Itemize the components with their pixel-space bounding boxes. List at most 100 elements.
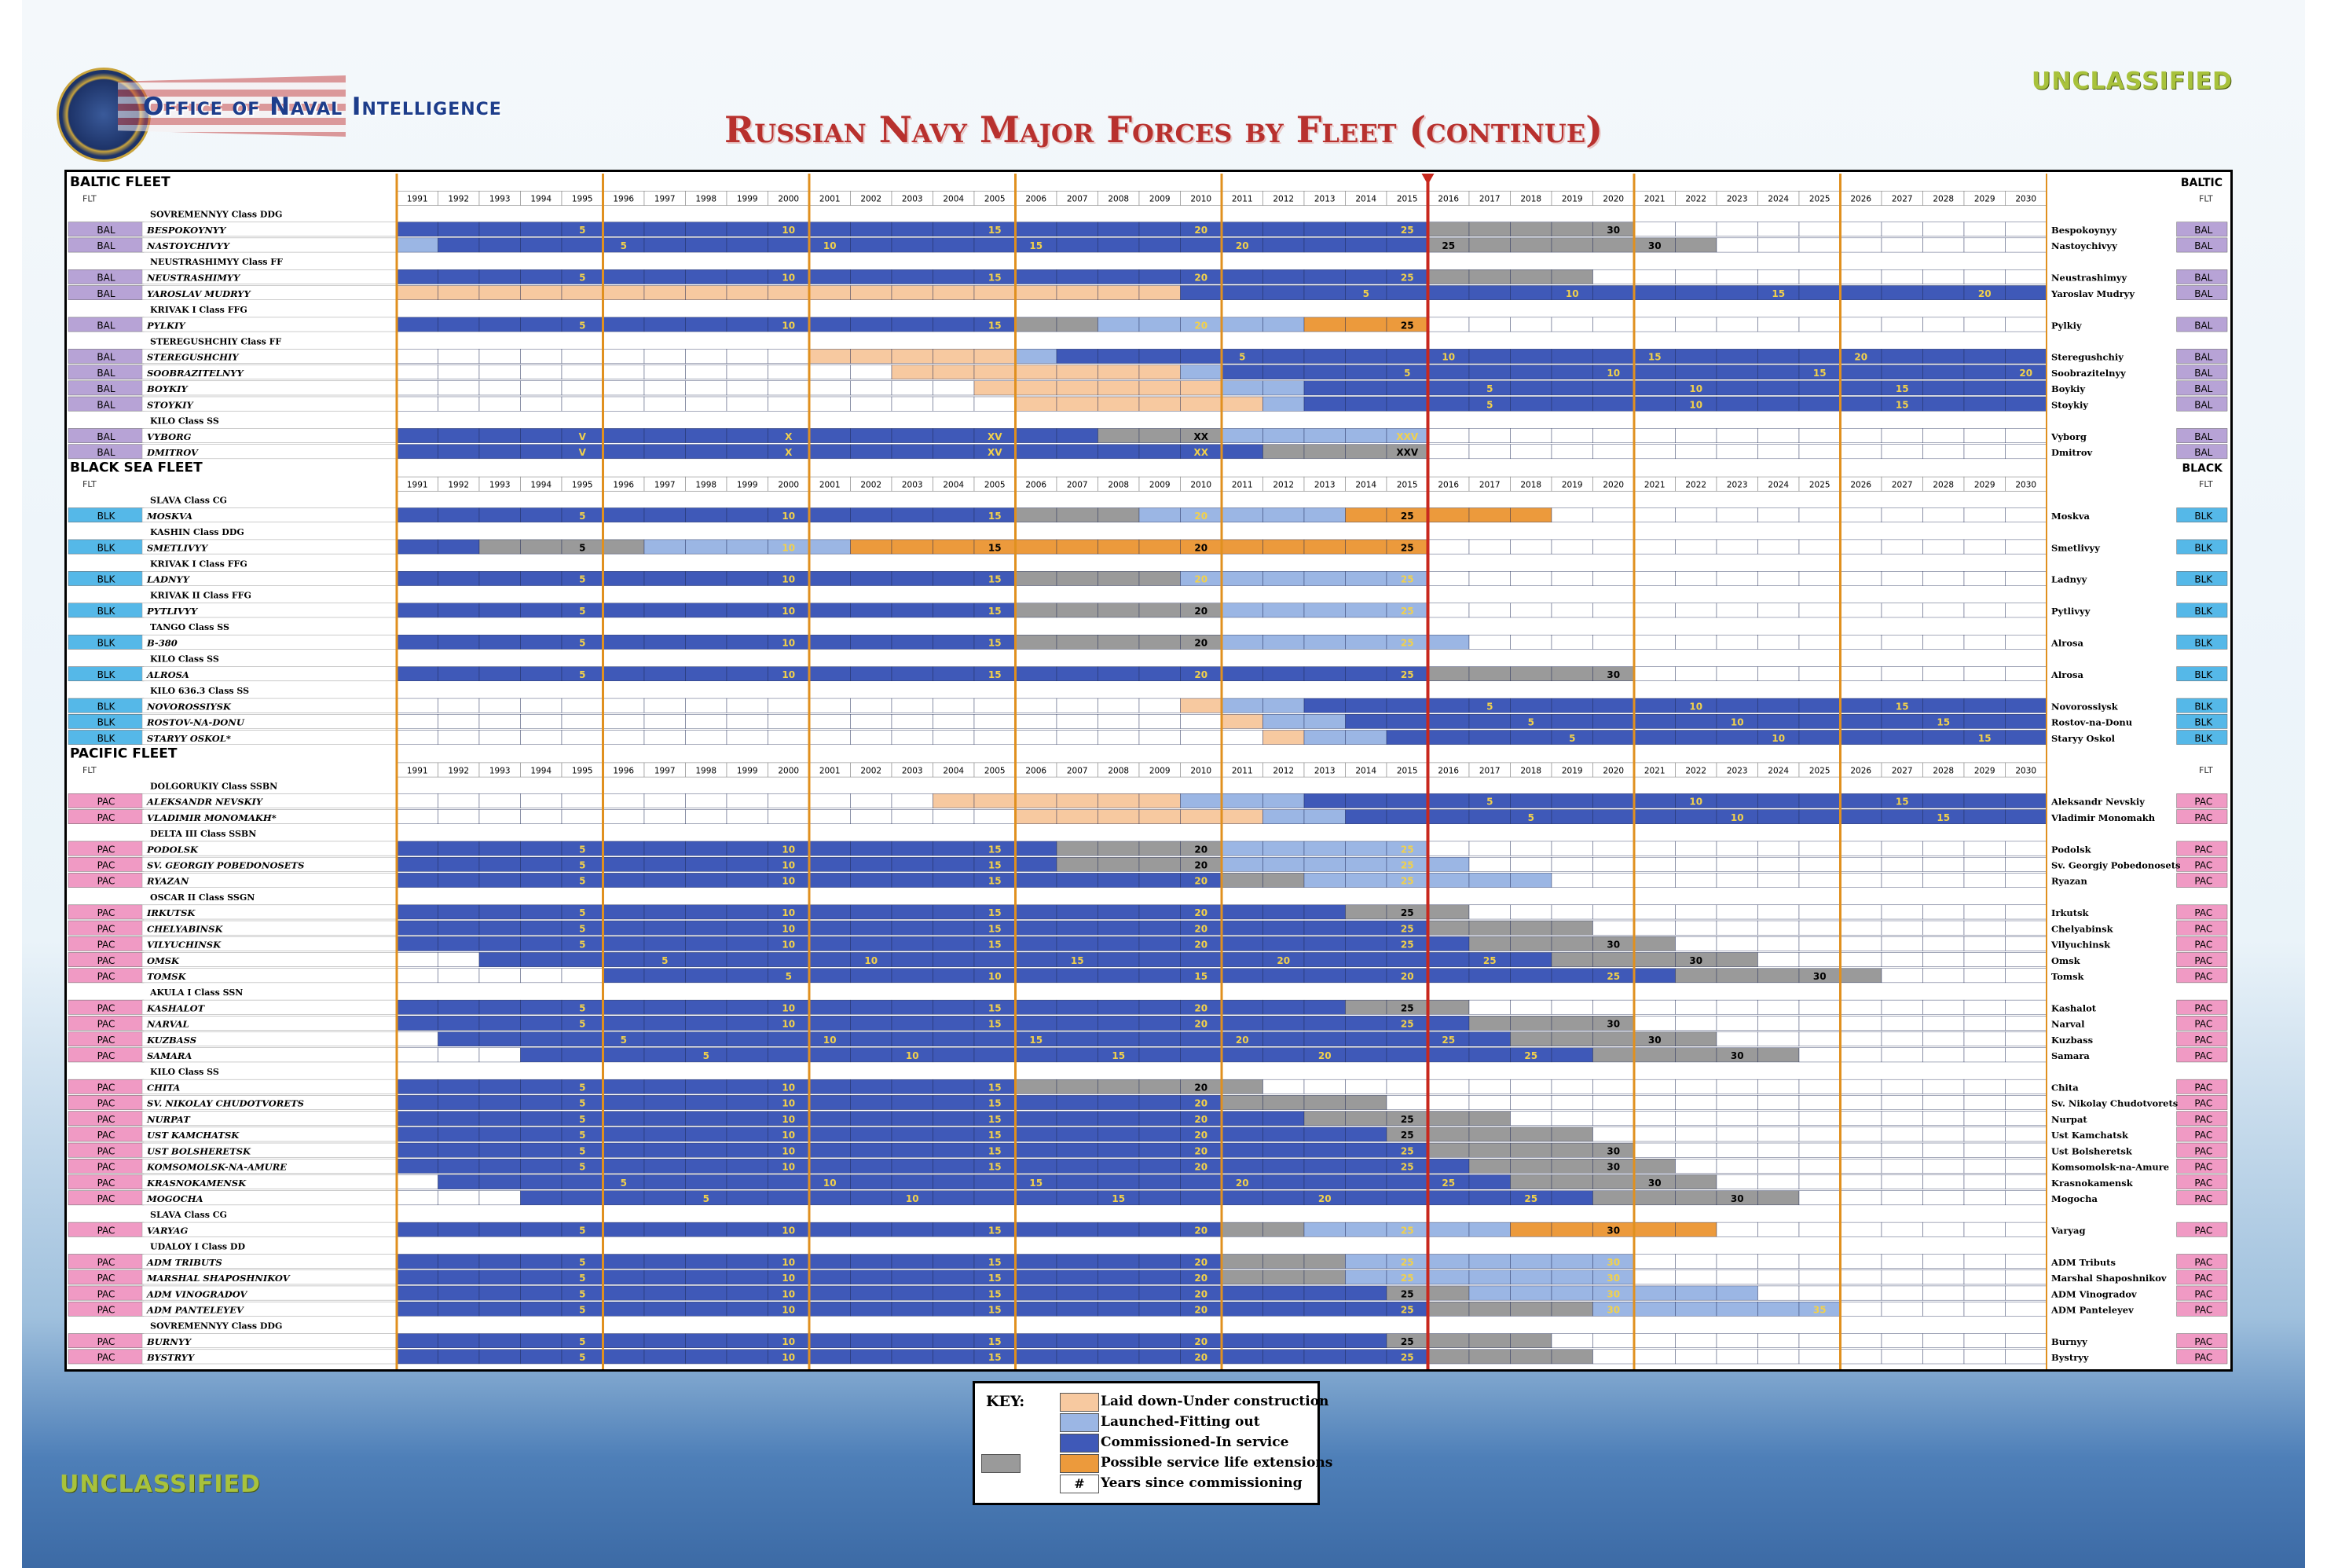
timeline-cell: [891, 539, 933, 555]
timeline-cell: [1138, 1222, 1181, 1237]
timeline-cell: [478, 1190, 521, 1206]
timeline-cell: [1963, 968, 2006, 984]
timeline-cell: [1922, 444, 1965, 460]
timeline-cell: [768, 396, 810, 412]
timeline-cell: [1262, 380, 1305, 396]
timeline-cell: [520, 1349, 563, 1365]
timeline-cell: [1468, 1254, 1511, 1269]
timeline-cell: [768, 1174, 810, 1189]
timeline-cell: [891, 634, 933, 650]
timeline-cell: [520, 1222, 563, 1237]
ship-name: BOYKIY: [146, 383, 189, 394]
years-since-commission-label: 15: [1648, 352, 1662, 363]
timeline-cell: [603, 634, 645, 650]
year-tick-label: 1995: [572, 195, 593, 204]
timeline-cell: [520, 698, 563, 713]
timeline-cell: [1716, 904, 1758, 920]
timeline-cell: [438, 539, 480, 555]
fleet-code: PAC: [97, 797, 115, 808]
timeline-cell: [1881, 571, 1923, 586]
timeline-cell: [1098, 428, 1140, 443]
timeline-cell: [1468, 634, 1511, 650]
timeline-cell: [643, 698, 686, 713]
timeline-cell: [1015, 730, 1057, 745]
timeline-cell: [1303, 730, 1346, 745]
timeline-cell: [933, 380, 975, 396]
timeline-cell: [1633, 920, 1676, 936]
timeline-cell: [850, 1333, 892, 1348]
timeline-cell: [808, 1222, 851, 1237]
timeline-cell: [973, 698, 1016, 713]
timeline-cell: [1221, 666, 1263, 682]
timeline-cell: [1675, 936, 1717, 951]
ship-name-alt: Alrosa: [2050, 669, 2083, 680]
timeline-cell: [561, 1190, 603, 1206]
year-tick-label: 2023: [1727, 480, 1748, 489]
timeline-cell: [1633, 603, 1676, 618]
timeline-cell: [1015, 1301, 1057, 1317]
fleet-code-badge: [2176, 1095, 2228, 1110]
fleet-code: BAL: [97, 399, 115, 410]
timeline-cell: [1633, 952, 1676, 967]
timeline-cell: [1757, 920, 1800, 936]
timeline-cell: [1015, 1333, 1057, 1348]
timeline-cell: [1056, 1031, 1098, 1046]
timeline-cell: [561, 285, 603, 300]
fleet-code: PAC: [2194, 1162, 2212, 1173]
year-tick-label: 2013: [1314, 480, 1336, 489]
fleet-code-badge: [2176, 365, 2228, 380]
ship-name: ADM VINOGRADOV: [146, 1288, 248, 1299]
timeline-cell: [1056, 666, 1098, 682]
ship-name: NEUSTRASHIMYY: [146, 273, 241, 284]
timeline-cell: [850, 698, 892, 713]
timeline-cell: [1303, 380, 1346, 396]
years-since-commission-label: 20: [1194, 225, 1207, 236]
timeline-cell: [1551, 396, 1593, 412]
timeline-cell: [1221, 380, 1263, 396]
timeline-cell: [643, 1095, 686, 1110]
timeline-cell: [1757, 1333, 1800, 1348]
years-since-commission-label: 15: [1071, 955, 1084, 966]
legend: KEY: Laid down-Under construction Launch…: [973, 1381, 1332, 1505]
timeline-cell: [1303, 1016, 1346, 1031]
timeline-cell: [1510, 634, 1552, 650]
timeline-cell: [1922, 1349, 1965, 1365]
timeline-cell: [438, 365, 480, 379]
fleet-code-badge: [2176, 1222, 2228, 1237]
timeline-cell: [1303, 856, 1346, 872]
timeline-cell: [1716, 571, 1758, 586]
year-tick-label: 1992: [448, 480, 469, 489]
timeline-cell: [1592, 269, 1635, 284]
timeline-cell: [1386, 1079, 1428, 1094]
timeline-cell: [726, 237, 768, 253]
years-since-commission-label: 20: [1236, 1178, 1249, 1189]
timeline-cell: [808, 793, 851, 808]
year-tick-label: 2023: [1727, 195, 1748, 204]
timeline-cell: [2005, 1159, 2047, 1174]
year-tick-label: 2003: [902, 480, 923, 489]
timeline-cell: [1262, 1254, 1305, 1269]
timeline-cell: [1098, 952, 1140, 967]
timeline-cell: [1468, 1159, 1511, 1174]
timeline-cell: [1922, 349, 1965, 364]
year-tick-label: 2025: [1809, 766, 1830, 775]
timeline-cell: [1716, 349, 1758, 364]
timeline-cell: [726, 634, 768, 650]
timeline-cell: [933, 698, 975, 713]
legend-label: Commissioned-In service: [1101, 1434, 1289, 1450]
legend-label: Launched-Fitting out: [1101, 1414, 1260, 1430]
timeline-cell: [478, 1047, 521, 1063]
timeline-cell: [1138, 1333, 1181, 1348]
timeline-cell: [478, 1016, 521, 1031]
year-tick-label: 2012: [1273, 766, 1294, 775]
timeline-cell: [1468, 1222, 1511, 1237]
years-since-commission-label: 25: [1442, 240, 1455, 251]
timeline-cell: [520, 444, 563, 460]
years-since-commission-label: 15: [988, 1083, 1002, 1094]
timeline-cell: [1303, 1079, 1346, 1094]
timeline-cell: [1510, 428, 1552, 443]
timeline-cell: [726, 714, 768, 729]
timeline-cell: [1757, 936, 1800, 951]
timeline-cell: [1015, 999, 1057, 1015]
timeline-cell: [1551, 222, 1593, 237]
